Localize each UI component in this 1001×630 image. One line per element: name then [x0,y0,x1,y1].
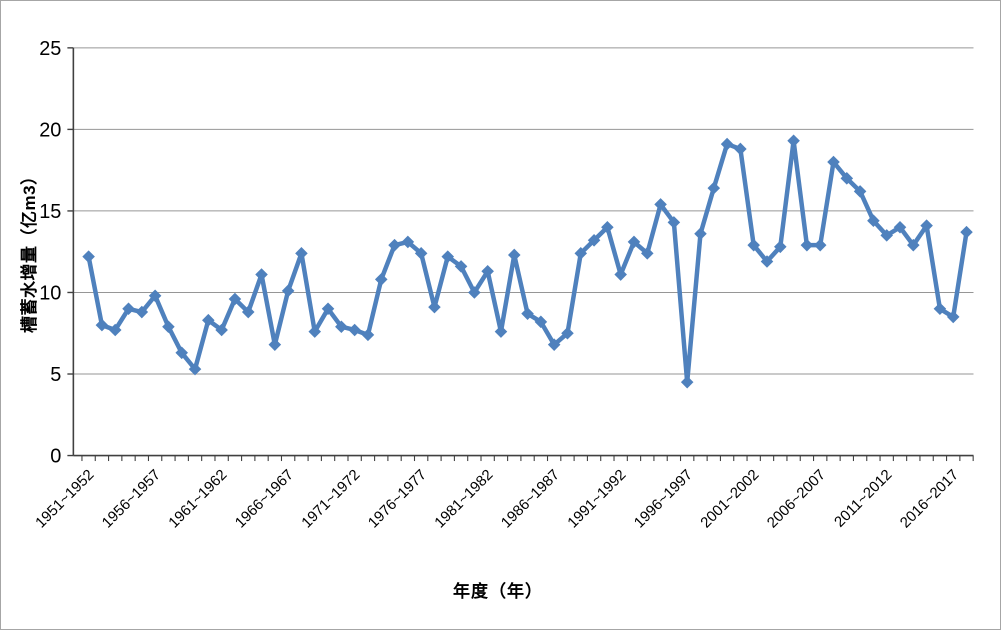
data-point-marker [946,310,960,324]
x-tick-label: 1971~1972 [298,466,363,531]
data-point-marker [148,289,162,303]
data-point-marker [135,305,149,319]
y-tick-label: 5 [50,364,61,386]
data-point-marker [694,227,707,241]
data-point-marker [268,338,282,351]
data-point-marker [574,247,588,260]
data-point-marker [880,229,893,242]
y-axis: 0 5 10 15 20 25 [39,38,75,468]
data-point-marker [481,264,494,278]
data-point-marker [414,247,428,260]
x-axis-title: 年度（年） [453,582,543,601]
y-tick-label: 20 [39,119,61,141]
data-point-marker [760,255,774,268]
data-point-marker [82,250,95,263]
data-point-marker [95,318,109,332]
data-point-marker [308,325,322,338]
data-point-marker [547,338,561,351]
data-point-marker [907,238,920,252]
data-point-marker [388,238,401,252]
data-point-marker [747,238,760,252]
x-tick-label: 2001~2002 [697,466,762,531]
x-tick-label: 1966~1967 [232,466,297,531]
data-point-marker [654,198,667,211]
data-point-marker [188,362,202,376]
data-point-marker [893,220,907,234]
data-point-marker [281,284,295,298]
data-point-marker [774,240,787,254]
x-tick-label: 1991~1992 [564,466,629,531]
data-point-marker [175,346,189,360]
x-tick-label: 1986~1987 [498,466,563,531]
data-point-marker [734,142,747,156]
data-point-marker [321,302,335,316]
gridlines [73,47,974,375]
data-point-marker [800,238,814,252]
x-tick-label: 1956~1957 [99,466,164,531]
data-point-marker [361,328,375,342]
data-point-marker [720,137,734,151]
data-point-marker [561,326,574,340]
data-point-marker [680,375,694,389]
data-point-marker [867,214,880,227]
x-tick-label: 1961~1962 [165,466,230,531]
data-point-marker [587,234,601,247]
data-point-marker [534,315,548,329]
data-point-marker [507,248,521,262]
data-point-marker [640,247,654,260]
x-tick-label: 1996~1997 [631,466,696,531]
data-point-marker [428,300,441,314]
data-point-marker [614,268,627,281]
data-point-marker [827,155,840,169]
data-point-marker [920,219,933,232]
x-tick-label: 1951~1952 [32,466,97,531]
x-axis: 1951~1952 1956~1957 1961~1962 1966~1967 1971… [32,454,974,531]
data-point-marker [468,286,481,299]
data-point-marker [853,185,867,198]
data-point-marker [454,260,468,273]
data-point-marker [241,305,255,319]
data-point-marker [813,238,827,252]
data-point-marker [441,250,455,263]
data-markers [82,134,973,389]
data-point-marker [840,172,854,185]
data-point-marker [348,323,361,337]
series-line [86,138,969,385]
data-point-marker [108,323,122,337]
x-tick-label: 2016~2017 [897,466,962,531]
y-tick-label: 25 [39,38,61,60]
x-tick-label: 1976~1977 [365,466,430,531]
y-tick-label: 10 [39,282,61,304]
data-point-marker [601,220,614,234]
y-tick-label: 15 [39,201,61,223]
data-point-marker [667,216,681,229]
data-point-marker [787,134,800,148]
data-point-marker [228,292,242,306]
data-point-marker [374,273,388,286]
x-tick-label: 2011~2012 [831,466,895,530]
data-point-marker [295,247,308,260]
data-point-marker [960,225,973,239]
x-tick-label: 2006~2007 [764,466,829,531]
data-series [86,138,969,385]
y-axis-title: 槽蓄水增量（亿m3） [20,167,39,333]
y-tick-label: 0 [50,446,61,468]
data-point-marker [707,181,721,195]
x-tick-label: 1981~1982 [431,466,496,531]
data-point-marker [255,268,268,281]
data-point-marker [521,307,534,320]
data-point-marker [494,325,508,338]
data-point-marker [627,235,641,249]
